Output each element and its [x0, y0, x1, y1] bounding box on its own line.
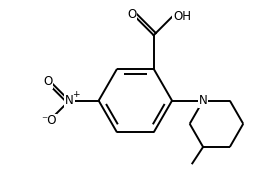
Text: ⁻O: ⁻O: [41, 114, 57, 127]
Text: O: O: [44, 75, 53, 88]
Text: +: +: [72, 90, 79, 99]
Text: OH: OH: [173, 10, 191, 23]
Text: N: N: [65, 94, 74, 107]
Text: N: N: [199, 94, 207, 107]
Text: O: O: [127, 8, 136, 21]
